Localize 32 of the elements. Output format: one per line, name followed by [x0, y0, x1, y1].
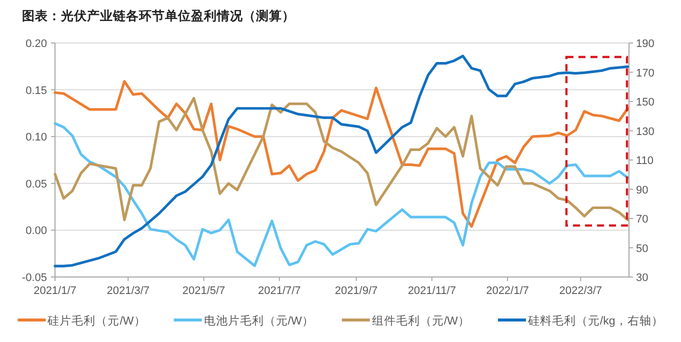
line-series: [54, 80, 630, 228]
x-tick-label: 2022/1/7: [486, 285, 529, 297]
y-tick-label: 0.10: [26, 132, 47, 144]
x-tick-label: 2021/9/7: [334, 285, 378, 297]
y-tick-label: 0.05: [26, 178, 47, 190]
y2-tick-label: 130: [636, 126, 654, 138]
y-tick-label: 0.00: [26, 225, 47, 238]
y-tick-label: -0.05: [22, 272, 47, 284]
y2-tick-label: 170: [636, 67, 654, 80]
x-tick-label: 2021/7/7: [258, 285, 301, 297]
y-tick-label: 0.15: [26, 84, 47, 97]
y2-tick-label: 30: [636, 272, 648, 284]
y-tick-label: 0.20: [26, 38, 47, 50]
line-series: [54, 96, 630, 222]
x-tick-label: 2021/11/7: [408, 285, 456, 297]
legend-label: 硅片毛利（元/W）: [46, 314, 146, 328]
x-tick-label: 2021/5/7: [182, 285, 226, 297]
y2-tick-label: 90: [636, 184, 648, 196]
x-tick-label: 2022/3/7: [559, 285, 602, 297]
line-series: [54, 122, 630, 268]
chart-title: 图表：光伏产业链各环节单位盈利情况（测算）: [22, 8, 295, 23]
legend-label: 电池片毛利（元/W）: [204, 314, 314, 328]
y2-tick-label: 70: [636, 214, 648, 226]
y2-tick-label: 110: [636, 155, 654, 167]
x-tick-label: 2021/1/7: [34, 285, 76, 297]
y2-tick-label: 50: [636, 242, 648, 255]
y2-tick-label: 150: [636, 96, 654, 108]
y2-tick-label: 190: [636, 38, 654, 50]
x-tick-label: 2021/3/7: [106, 285, 150, 297]
line-series: [54, 54, 630, 268]
legend-label: 组件毛利（元/W）: [372, 314, 470, 328]
legend-label: 硅料毛利（元/kg，右轴）: [526, 314, 664, 328]
